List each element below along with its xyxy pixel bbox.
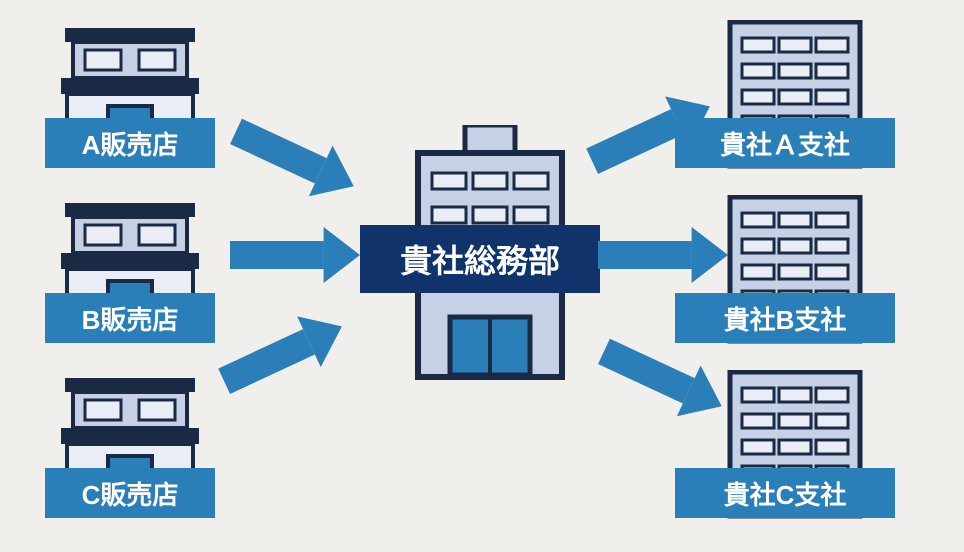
flow-arrow bbox=[230, 255, 360, 283]
store-a-label: A販売店 bbox=[45, 118, 215, 168]
hq-label: 貴社総務部 bbox=[360, 225, 600, 293]
flow-arrow bbox=[598, 255, 728, 283]
store-b-label: B販売店 bbox=[45, 293, 215, 343]
branch-c-label: 貴社C支社 bbox=[675, 468, 895, 518]
store-c-label: C販売店 bbox=[45, 468, 215, 518]
flow-arrow bbox=[224, 131, 354, 211]
flow-arrow bbox=[224, 326, 354, 406]
branch-b-label: 貴社B支社 bbox=[675, 293, 895, 343]
flow-arrow bbox=[592, 351, 722, 431]
